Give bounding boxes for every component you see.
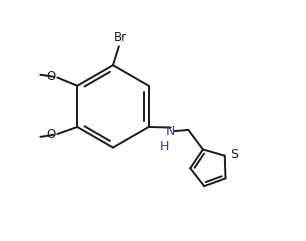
Text: N: N bbox=[166, 125, 175, 138]
Text: O: O bbox=[47, 128, 56, 141]
Text: O: O bbox=[47, 70, 56, 83]
Text: H: H bbox=[160, 140, 170, 153]
Text: S: S bbox=[230, 148, 238, 161]
Text: Br: Br bbox=[114, 31, 127, 44]
